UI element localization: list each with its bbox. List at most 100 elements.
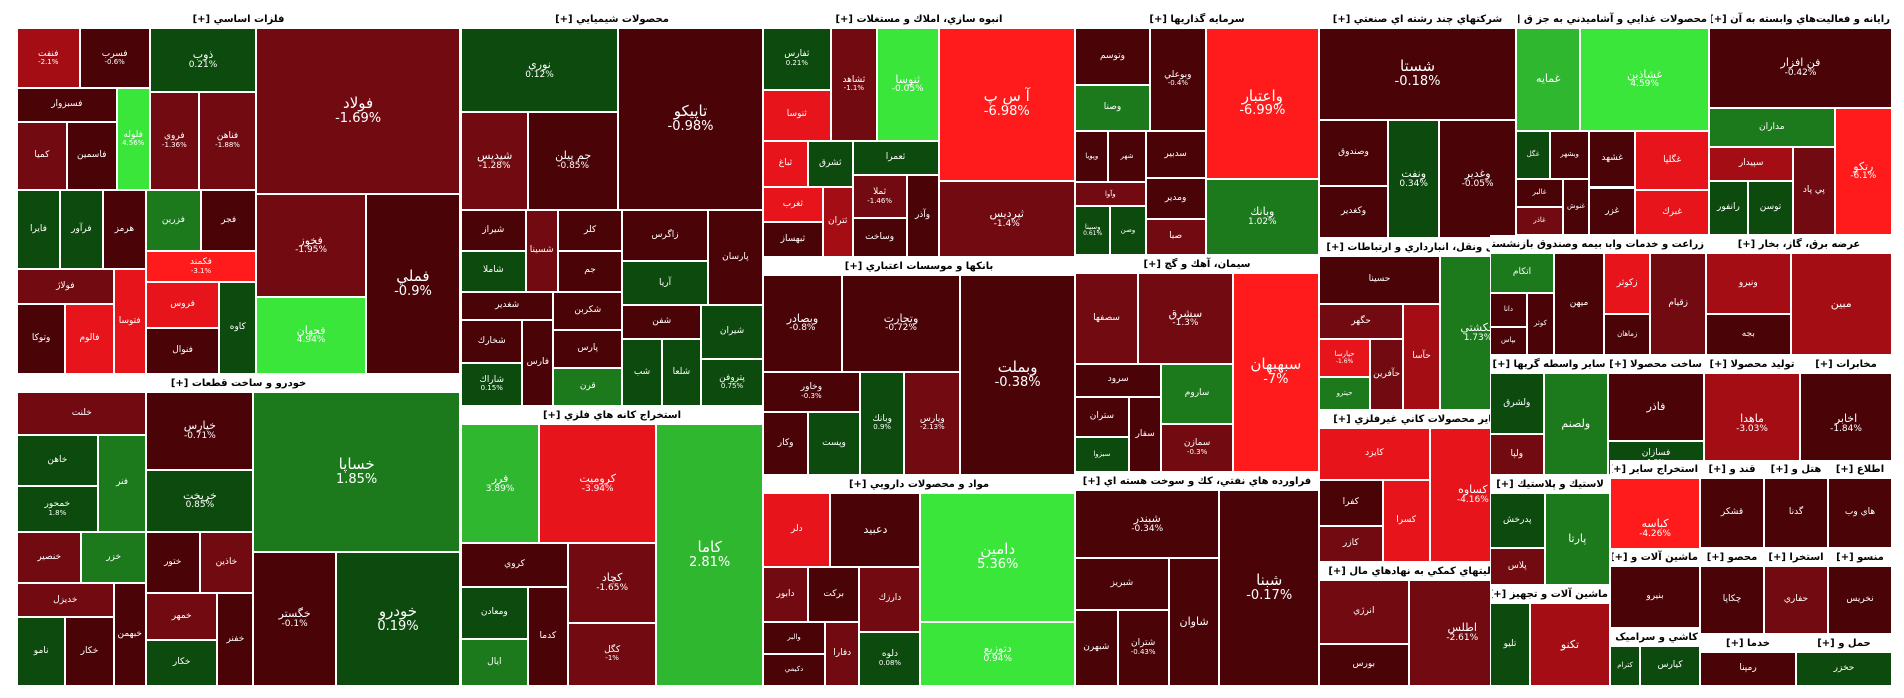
sector-title[interactable]: زراعت و خدمات وابسته [+] xyxy=(1606,237,1704,252)
stock-tile[interactable]: خبهمن xyxy=(113,583,146,686)
sector-title[interactable]: ساير محصولات كاني غيرفلزي [+] xyxy=(1321,412,1514,427)
stock-tile[interactable]: سدبير xyxy=(1145,130,1206,179)
stock-tile[interactable]: فولاژ xyxy=(17,268,114,304)
stock-tile[interactable]: كروميت -3.94% xyxy=(539,424,657,544)
stock-tile[interactable]: سبزوا xyxy=(1075,436,1129,472)
sector-title[interactable]: ماشين آلات و [+] xyxy=(1612,550,1698,565)
stock-tile[interactable]: چكاپا xyxy=(1700,566,1764,634)
stock-tile[interactable]: وكغدير xyxy=(1319,185,1389,238)
sector-title[interactable]: محصولات غذايي و آشاميدني به جز ق [+] xyxy=(1518,12,1707,27)
stock-tile[interactable]: ختور xyxy=(145,531,200,594)
stock-tile[interactable]: فناهن -1.88% xyxy=(198,91,257,191)
stock-tile[interactable]: وكار xyxy=(763,411,809,475)
stock-tile[interactable]: ساروم xyxy=(1161,363,1233,424)
stock-tile[interactable]: حآسا xyxy=(1403,304,1440,410)
stock-tile[interactable]: انرژي xyxy=(1319,580,1409,644)
stock-tile[interactable]: غاذر xyxy=(1516,206,1563,235)
stock-tile[interactable]: سپيدار xyxy=(1709,146,1794,182)
stock-tile[interactable]: خپارس -0.71% xyxy=(146,392,254,470)
stock-tile[interactable]: پارتا xyxy=(1544,493,1610,585)
stock-tile[interactable]: فنوال xyxy=(145,328,220,374)
stock-tile[interactable]: سمازن -0.3% xyxy=(1161,423,1233,472)
stock-tile[interactable]: وساخت xyxy=(852,218,907,257)
stock-tile[interactable]: شكربن xyxy=(553,291,623,330)
stock-tile[interactable]: سشرق -1.3% xyxy=(1138,273,1233,364)
sector-title[interactable]: محصو [+] xyxy=(1702,550,1762,565)
stock-tile[interactable]: فن افزار -0.42% xyxy=(1709,28,1892,108)
stock-tile[interactable]: پي پاد xyxy=(1793,146,1835,235)
stock-tile[interactable]: زقيام xyxy=(1650,253,1706,355)
stock-tile[interactable]: كيارس xyxy=(1640,646,1700,686)
stock-tile[interactable]: صبا xyxy=(1145,219,1206,255)
sector-title[interactable]: لاستيك و پلاستيك [+] xyxy=(1492,477,1608,492)
stock-tile[interactable]: خمحور 1.8% xyxy=(17,486,98,532)
stock-tile[interactable]: تليو xyxy=(1490,603,1530,686)
stock-tile[interactable]: ثباغ xyxy=(763,140,808,188)
stock-tile[interactable]: حگهر xyxy=(1319,304,1404,340)
stock-tile[interactable]: كروي xyxy=(461,543,568,587)
sector-title[interactable]: كاشي و سراميک [+] xyxy=(1612,630,1698,645)
stock-tile[interactable]: شسينا xyxy=(525,209,558,292)
stock-tile[interactable]: ولشرق xyxy=(1490,373,1544,435)
stock-tile[interactable]: غشاذين 4.59% xyxy=(1580,28,1709,131)
stock-tile[interactable]: سرود xyxy=(1075,363,1162,397)
stock-tile[interactable]: وپويا xyxy=(1075,130,1109,183)
stock-tile[interactable]: كاوه xyxy=(219,282,257,374)
stock-tile[interactable]: خكار xyxy=(65,617,114,686)
stock-tile[interactable]: فسبزوار xyxy=(17,88,117,123)
sector-title[interactable]: منسو [+] xyxy=(1830,550,1890,565)
stock-tile[interactable]: كازر xyxy=(1319,525,1383,562)
stock-tile[interactable]: پلاس xyxy=(1490,548,1545,585)
stock-tile[interactable]: كايزد xyxy=(1319,428,1430,481)
stock-tile[interactable]: خزر xyxy=(81,531,146,584)
stock-tile[interactable]: ولپا xyxy=(1490,434,1544,475)
stock-tile[interactable]: شاملا xyxy=(461,250,526,292)
stock-tile[interactable]: پارسان xyxy=(707,209,763,306)
stock-tile[interactable]: مبين xyxy=(1790,253,1892,355)
stock-tile[interactable]: نخريس xyxy=(1828,566,1892,634)
stock-tile[interactable]: وصندوق xyxy=(1319,119,1389,186)
stock-tile[interactable]: حخزر xyxy=(1796,652,1892,686)
stock-tile[interactable]: فتوسا xyxy=(113,268,146,374)
stock-tile[interactable]: اتكام xyxy=(1490,253,1555,293)
stock-tile[interactable]: پتروفن 0.75% xyxy=(701,358,763,406)
stock-tile[interactable]: بورس xyxy=(1319,643,1409,686)
stock-tile[interactable]: شبندر -0.34% xyxy=(1075,490,1220,558)
stock-tile[interactable]: آ س پ -6.98% xyxy=(938,28,1075,181)
stock-tile[interactable]: دلوه 0.08% xyxy=(859,631,921,686)
stock-tile[interactable]: ثنوسا xyxy=(763,89,831,141)
stock-tile[interactable]: فولاد -1.69% xyxy=(256,28,460,195)
sector-title[interactable]: رايانه و فعاليت‌هاي وابسته به آن [+] xyxy=(1711,12,1890,27)
sector-title[interactable]: استخرا [+] xyxy=(1766,550,1826,565)
stock-tile[interactable]: آريا xyxy=(622,261,708,306)
stock-tile[interactable]: فاسمين xyxy=(66,122,117,191)
sector-title[interactable]: شركتهاي چند رشته اي صنعتي [+] xyxy=(1321,12,1514,27)
stock-tile[interactable]: ثغرب xyxy=(763,187,823,223)
stock-tile[interactable]: تاپيكو -0.98% xyxy=(618,28,763,210)
stock-tile[interactable]: جم پيلن -0.85% xyxy=(528,111,619,210)
stock-tile[interactable]: خفنر xyxy=(217,593,254,686)
stock-tile[interactable]: شبهرن xyxy=(1075,609,1118,686)
stock-tile[interactable]: دتوزيع 0.94% xyxy=(920,621,1075,686)
stock-tile[interactable]: وتوكا xyxy=(17,303,66,374)
sector-title[interactable]: خودرو و ساخت قطعات [+] xyxy=(19,376,458,391)
stock-tile[interactable]: خگستر -0.1% xyxy=(253,552,336,686)
stock-tile[interactable]: خودرو 0.19% xyxy=(335,552,460,686)
stock-tile[interactable]: توسن xyxy=(1747,181,1794,235)
stock-tile[interactable]: فلوله 4.56% xyxy=(116,88,150,191)
stock-tile[interactable]: وپست xyxy=(808,411,860,475)
stock-tile[interactable]: ماهدا -3.03% xyxy=(1704,373,1800,475)
stock-tile[interactable]: رتكو -6.1% xyxy=(1834,107,1892,235)
stock-tile[interactable]: ثبهساز xyxy=(763,222,823,257)
stock-tile[interactable]: وبوعلي -0.4% xyxy=(1150,28,1206,131)
stock-tile[interactable]: شخارك xyxy=(461,320,523,364)
stock-tile[interactable]: ثعمرا xyxy=(852,140,939,176)
stock-tile[interactable]: ثملا -1.46% xyxy=(852,175,907,219)
stock-tile[interactable]: فملي -0.9% xyxy=(365,194,460,374)
sector-title[interactable]: بيمه وصندوق بازنشستگي به [+] xyxy=(1492,237,1602,252)
stock-tile[interactable]: شاوان xyxy=(1168,557,1220,686)
stock-tile[interactable]: خريخت 0.85% xyxy=(146,469,254,532)
stock-tile[interactable]: ايال xyxy=(461,639,528,686)
stock-tile[interactable]: جم xyxy=(557,250,623,292)
stock-tile[interactable]: ثفارس 0.21% xyxy=(763,28,831,90)
